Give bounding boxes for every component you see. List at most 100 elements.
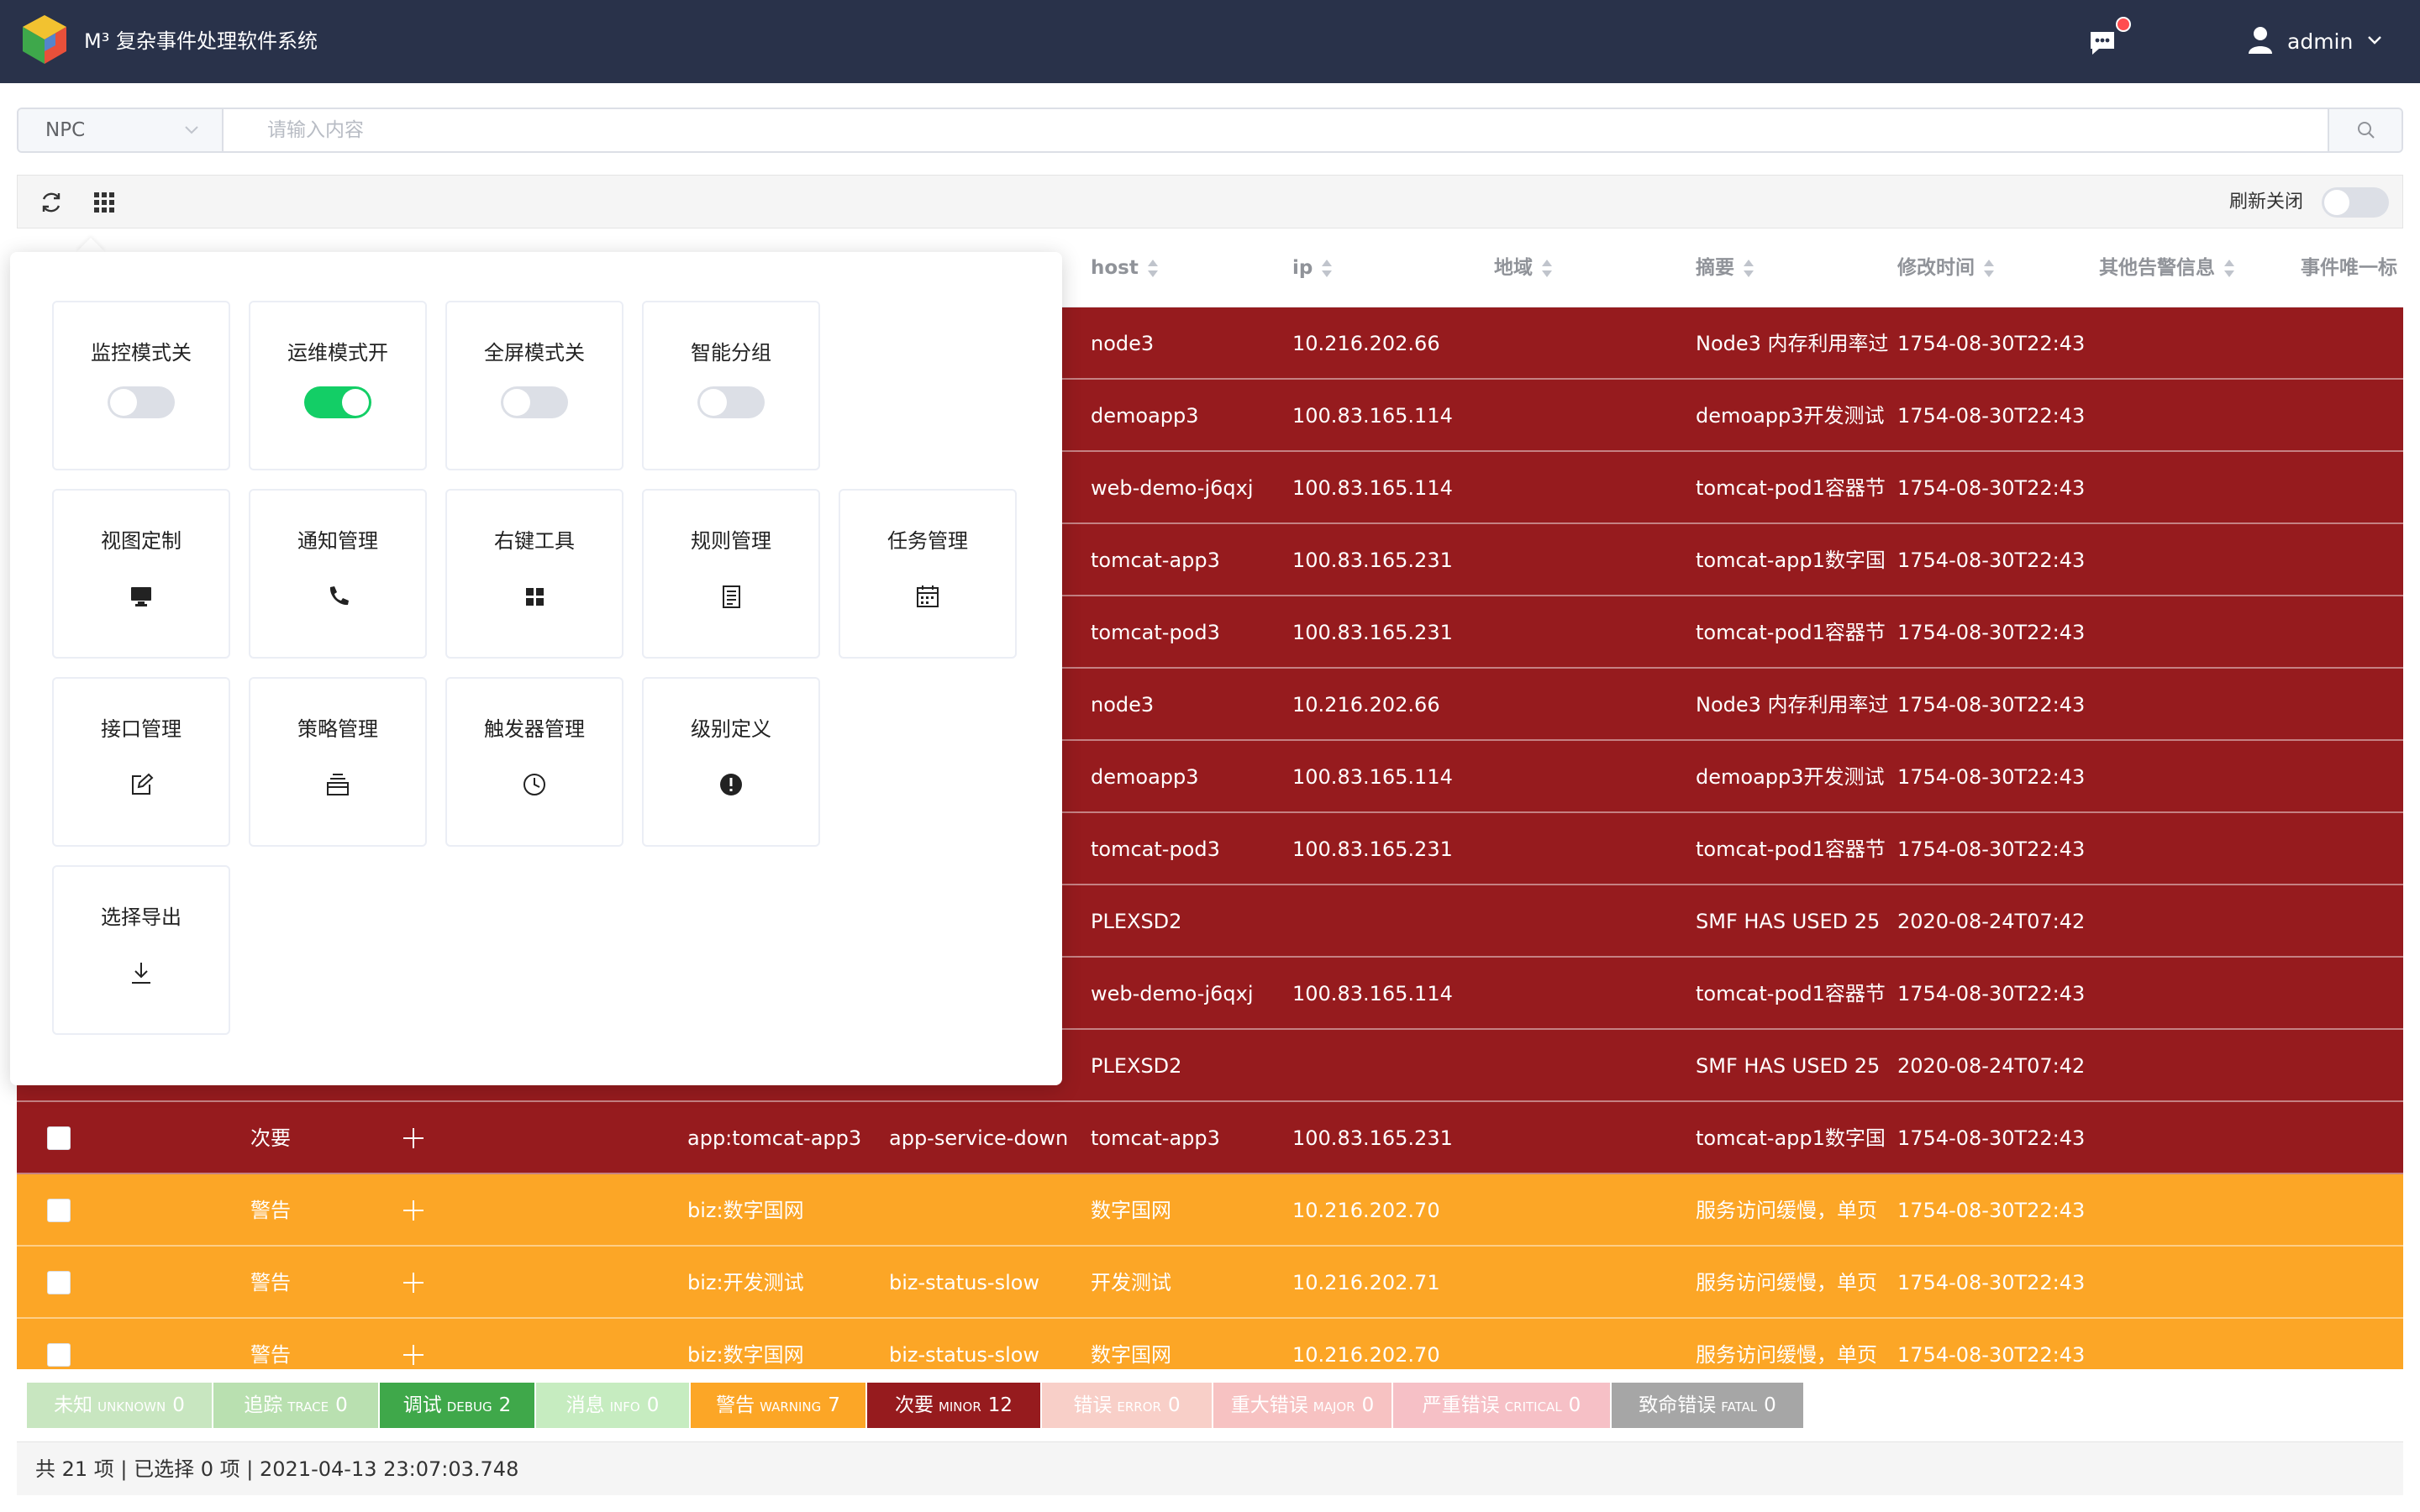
search-type-value: NPC <box>45 119 86 141</box>
cell-summary: demoapp3开发测试 <box>1696 765 1885 789</box>
chat-icon[interactable] <box>2087 29 2118 59</box>
column-header-region[interactable]: 地域 <box>1494 228 1553 307</box>
cell-ip: 100.83.165.231 <box>1292 549 1453 572</box>
table-row[interactable]: 警告 biz:开发测试 biz-status-slow 开发测试 10.216.202.… <box>17 1247 2403 1319</box>
cell-host: demoapp3 <box>1091 404 1199 428</box>
cell-host: tomcat-app3 <box>1091 1126 1220 1150</box>
severity-chip-debug[interactable]: 调试 DEBUG 2 <box>380 1383 534 1428</box>
expand-plus-icon[interactable] <box>403 1345 424 1365</box>
tool-card-title: 接口管理 <box>101 717 182 741</box>
cell-time: 1754-08-30T22:43 <box>1897 1271 2086 1294</box>
refresh-icon[interactable] <box>39 191 63 214</box>
cell-level: 次要 <box>250 1126 291 1150</box>
table-toolbar: 刷新关闭 <box>17 175 2403 228</box>
sort-icon[interactable] <box>1541 259 1553 278</box>
alert-icon <box>720 774 742 795</box>
severity-sub-label: FATAL <box>1721 1399 1758 1415</box>
tool-card-9[interactable]: 接口管理 <box>52 677 230 847</box>
cell-ip: 100.83.165.114 <box>1292 476 1453 500</box>
cell-host: PLEXSD2 <box>1091 910 1182 933</box>
cell-time: 1754-08-30T22:43 <box>1897 765 2086 789</box>
tool-card-10[interactable]: 策略管理 <box>249 677 427 847</box>
monitor-icon <box>131 587 151 606</box>
cell-app: biz:开发测试 <box>687 1271 804 1294</box>
row-checkbox[interactable] <box>47 1199 71 1222</box>
severity-sub-label: INFO <box>609 1399 640 1415</box>
severity-chip-minor[interactable]: 次要 MINOR 12 <box>867 1383 1040 1428</box>
column-header-ip[interactable]: ip <box>1292 228 1333 307</box>
tool-card-switch[interactable] <box>108 386 175 418</box>
row-checkbox[interactable] <box>47 1126 71 1150</box>
cell-time: 2020-08-24T07:42 <box>1897 1054 2086 1078</box>
severity-label: 警告 <box>716 1394 755 1416</box>
chevron-down-icon[interactable] <box>2366 34 2383 47</box>
cell-time: 1754-08-30T22:43 <box>1897 476 2086 500</box>
severity-chip-error[interactable]: 错误 ERROR 0 <box>1042 1383 1212 1428</box>
severity-chip-fatal[interactable]: 致命错误 FATAL 0 <box>1612 1383 1803 1428</box>
expand-plus-icon[interactable] <box>403 1273 424 1293</box>
search-button[interactable] <box>2328 109 2402 151</box>
tool-card-1[interactable]: 运维模式开 <box>249 301 427 470</box>
tool-card-0[interactable]: 监控模式关 <box>52 301 230 470</box>
tool-card-switch[interactable] <box>501 386 568 418</box>
tool-card-switch[interactable] <box>697 386 765 418</box>
table-row[interactable]: 警告 biz:数字国网 数字国网 10.216.202.70 服务访问缓慢，单页 1754… <box>17 1174 2403 1247</box>
tool-card-switch[interactable] <box>304 386 371 418</box>
user-icon[interactable] <box>2247 25 2274 54</box>
cell-time: 1754-08-30T22:43 <box>1897 982 2086 1005</box>
search-type-select[interactable]: NPC <box>18 109 224 151</box>
severity-chip-info[interactable]: 消息 INFO 0 <box>536 1383 689 1428</box>
sort-icon[interactable] <box>1321 259 1333 278</box>
search-input[interactable] <box>224 109 2333 151</box>
tool-card-6[interactable]: 右键工具 <box>445 489 623 659</box>
cell-time: 1754-08-30T22:43 <box>1897 332 2086 355</box>
severity-label: 严重错误 <box>1422 1394 1500 1416</box>
tool-card-4[interactable]: 视图定制 <box>52 489 230 659</box>
apps-grid-icon[interactable] <box>93 192 115 213</box>
severity-chip-trace[interactable]: 追踪 TRACE 0 <box>213 1383 378 1428</box>
tool-card-2[interactable]: 全屏模式关 <box>445 301 623 470</box>
user-name[interactable]: admin <box>2287 29 2354 54</box>
tool-card-11[interactable]: 触发器管理 <box>445 677 623 847</box>
cell-summary: SMF HAS USED 25 <box>1696 910 1881 933</box>
sort-icon[interactable] <box>2223 259 2235 278</box>
tool-card-title: 右键工具 <box>494 529 575 553</box>
cell-level: 警告 <box>250 1343 291 1367</box>
cell-time: 1754-08-30T22:43 <box>1897 1199 2086 1222</box>
clock-icon <box>523 774 545 795</box>
cell-host: node3 <box>1091 332 1155 355</box>
tool-card-7[interactable]: 规则管理 <box>642 489 820 659</box>
tool-card-8[interactable]: 任务管理 <box>839 489 1017 659</box>
sort-icon[interactable] <box>1983 259 1995 278</box>
table-row[interactable]: 警告 biz:数字国网 biz-status-slow 数字国网 10.216.202.… <box>17 1319 2403 1369</box>
table-row[interactable]: 次要 app:tomcat-app3 app-service-down tomcat-… <box>17 1102 2403 1174</box>
row-checkbox[interactable] <box>47 1271 71 1294</box>
sort-icon[interactable] <box>1147 259 1159 278</box>
cell-host: web-demo-j6qxj <box>1091 982 1254 1005</box>
tool-card-title: 任务管理 <box>887 529 968 553</box>
cell-ip: 100.83.165.114 <box>1292 982 1453 1005</box>
row-checkbox[interactable] <box>47 1343 71 1367</box>
tool-card-3[interactable]: 智能分组 <box>642 301 820 470</box>
severity-chip-unknown[interactable]: 未知 UNKNOWN 0 <box>27 1383 212 1428</box>
expand-plus-icon[interactable] <box>403 1200 424 1221</box>
column-header-host[interactable]: host <box>1091 228 1159 307</box>
column-header-modified-time[interactable]: 修改时间 <box>1897 228 1995 307</box>
cell-summary: tomcat-pod1容器节 <box>1696 476 1886 500</box>
cell-summary: 服务访问缓慢，单页 <box>1696 1343 1877 1367</box>
refresh-toggle[interactable] <box>2322 187 2389 218</box>
tool-card-13[interactable]: 选择导出 <box>52 865 230 1035</box>
cell-summary: tomcat-pod1容器节 <box>1696 621 1886 644</box>
tool-card-5[interactable]: 通知管理 <box>249 489 427 659</box>
expand-plus-icon[interactable] <box>403 1128 424 1148</box>
sort-icon[interactable] <box>1743 259 1754 278</box>
severity-chip-critical[interactable]: 严重错误 CRITICAL 0 <box>1393 1383 1610 1428</box>
severity-chip-major[interactable]: 重大错误 MAJOR 0 <box>1213 1383 1392 1428</box>
cell-name: app-service-down <box>889 1126 1069 1150</box>
severity-count: 0 <box>1568 1394 1581 1416</box>
column-header-other-alerts[interactable]: 其他告警信息 <box>2099 228 2235 307</box>
severity-chip-warning[interactable]: 警告 WARNING 7 <box>691 1383 865 1428</box>
column-header-event-id[interactable]: 事件唯一标 <box>2301 257 2397 279</box>
column-header-summary[interactable]: 摘要 <box>1696 228 1754 307</box>
tool-card-12[interactable]: 级别定义 <box>642 677 820 847</box>
